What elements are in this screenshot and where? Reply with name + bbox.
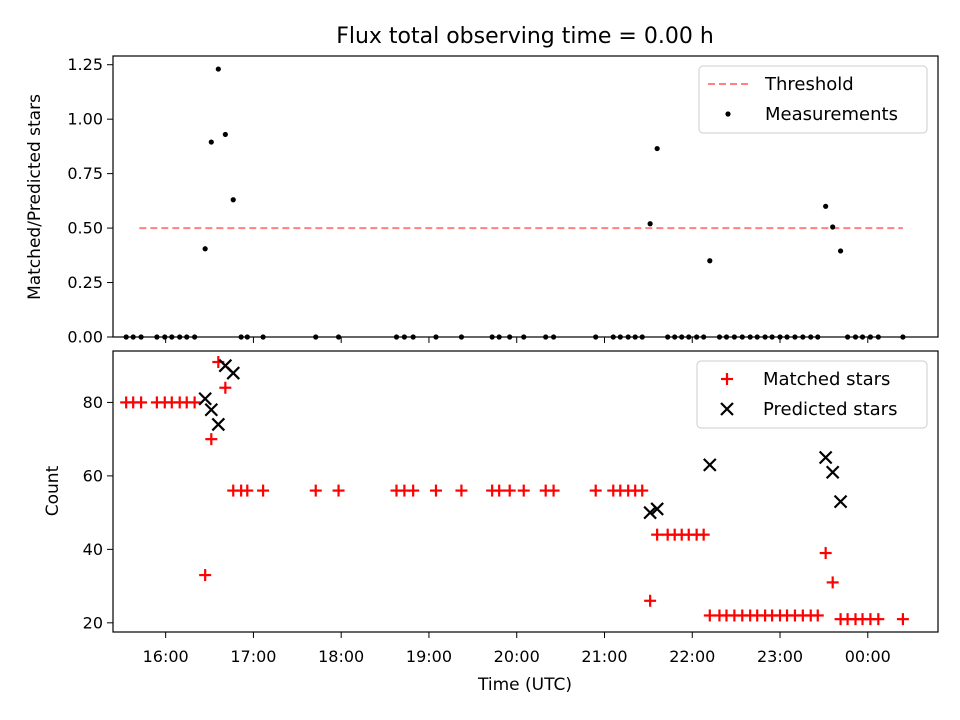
predicted-star-point	[198, 391, 212, 406]
legend-threshold-label: Threshold	[764, 74, 854, 95]
top-x-ticks	[165, 337, 869, 343]
top-ytick-label: 1.00	[67, 110, 103, 129]
legend-matched-label: Matched stars	[763, 369, 890, 390]
bottom-xtick-label: 21:00	[581, 647, 627, 666]
matched-star-point	[636, 484, 649, 497]
bottom-legend-box	[696, 360, 928, 429]
top-ytick-label: 0.75	[67, 164, 103, 183]
bottom-xtick-label: 20:00	[494, 647, 540, 666]
measurement-point	[222, 131, 228, 138]
predicted-stars-series	[198, 358, 848, 520]
matched-star-point	[697, 528, 710, 541]
matched-star-point	[896, 613, 909, 626]
legend-predicted-swatch	[720, 402, 734, 416]
measurement-point	[202, 246, 208, 252]
bottom-xtick-label: 19:00	[406, 647, 452, 666]
bottom-ytick-label: 40	[83, 540, 103, 559]
bottom-y-ticks: 20 40 60 80	[83, 393, 113, 632]
bottom-ytick-label: 80	[83, 393, 103, 412]
matched-star-point	[503, 484, 516, 497]
matched-star-point	[205, 433, 218, 446]
matched-star-point	[826, 576, 839, 589]
legend-measurements-label: Measurements	[765, 104, 898, 125]
matched-star-point	[407, 484, 420, 497]
bottom-xtick-label: 23:00	[757, 647, 803, 666]
top-y-ticks: 0.00 0.25 0.50 0.75 1.00 1.25	[67, 55, 113, 347]
predicted-star-point	[650, 502, 664, 516]
matched-star-point	[589, 484, 602, 497]
matched-star-point	[872, 613, 885, 626]
chart-title: Flux total observing time = 0.00 h	[336, 24, 714, 49]
legend-measurements-swatch	[725, 111, 731, 117]
bottom-panel: 20 40 60 80 16:00 17:00 18:00 19:00 20:00 21:00 2…	[43, 350, 939, 695]
measurement-point	[823, 203, 829, 209]
predicted-star-point	[211, 417, 226, 432]
top-ytick-label: 1.25	[67, 55, 103, 74]
predicted-star-point	[204, 402, 219, 417]
matched-stars-series	[120, 356, 909, 626]
matched-star-point	[199, 569, 212, 582]
bottom-ylabel: Count	[43, 465, 63, 516]
bottom-xtick-label: 17:00	[230, 647, 276, 666]
matched-star-point	[429, 484, 442, 497]
bottom-xtick-label: 16:00	[143, 647, 189, 666]
matched-star-point	[517, 484, 530, 497]
measurement-point	[707, 258, 713, 264]
bottom-xtick-label: 22:00	[669, 647, 715, 666]
matched-star-point	[493, 484, 506, 497]
top-axes-frame	[112, 55, 939, 338]
measurement-point	[654, 145, 660, 152]
matched-star-point	[819, 547, 832, 560]
top-legend: Threshold Measurements	[698, 65, 928, 134]
bottom-xtick-label: 18:00	[318, 647, 364, 666]
matched-star-point	[135, 396, 148, 409]
measurement-point	[230, 197, 236, 203]
predicted-star-point	[226, 366, 241, 380]
predicted-star-point	[818, 450, 833, 465]
bottom-xtick-label: 00:00	[845, 647, 891, 666]
predicted-star-point	[643, 505, 657, 520]
matched-star-point	[644, 594, 657, 607]
measurement-point	[647, 221, 653, 227]
legend-matched-swatch	[721, 373, 733, 385]
matched-star-point	[332, 484, 345, 497]
top-legend-box	[698, 65, 928, 134]
top-ytick-label: 0.50	[67, 219, 103, 238]
matched-star-point	[651, 528, 664, 541]
top-panel: 0.00 0.25 0.50 0.75 1.00 1.25 Matched/Predict…	[25, 55, 939, 347]
predicted-star-point	[703, 458, 717, 472]
predicted-star-point	[825, 465, 840, 479]
matched-star-point	[811, 609, 824, 622]
bottom-ytick-label: 20	[83, 613, 103, 632]
bottom-xlabel: Time (UTC)	[477, 675, 572, 695]
matched-star-point	[241, 484, 254, 497]
matched-star-point	[309, 484, 322, 497]
bottom-axes-frame	[112, 350, 939, 633]
matched-star-point	[455, 484, 468, 497]
matched-star-point	[257, 484, 270, 497]
measurement-point	[830, 224, 836, 230]
bottom-ytick-label: 60	[83, 466, 103, 485]
bottom-legend: Matched stars Predicted stars	[696, 360, 928, 429]
top-ytick-label: 0.25	[67, 273, 103, 292]
bottom-x-ticks: 16:00 17:00 18:00 19:00 20:00 21:00 22:00 23:00…	[143, 632, 891, 666]
measurement-point	[837, 248, 844, 254]
predicted-star-point	[833, 494, 848, 509]
matched-star-point	[188, 396, 201, 409]
top-ylabel: Matched/Predicted stars	[25, 94, 45, 300]
matched-star-point	[547, 484, 560, 497]
measurement-point	[215, 66, 221, 72]
matched-star-point	[219, 381, 232, 394]
legend-predicted-label: Predicted stars	[763, 399, 897, 420]
top-ytick-label: 0.00	[67, 328, 103, 347]
measurement-point	[208, 139, 214, 145]
